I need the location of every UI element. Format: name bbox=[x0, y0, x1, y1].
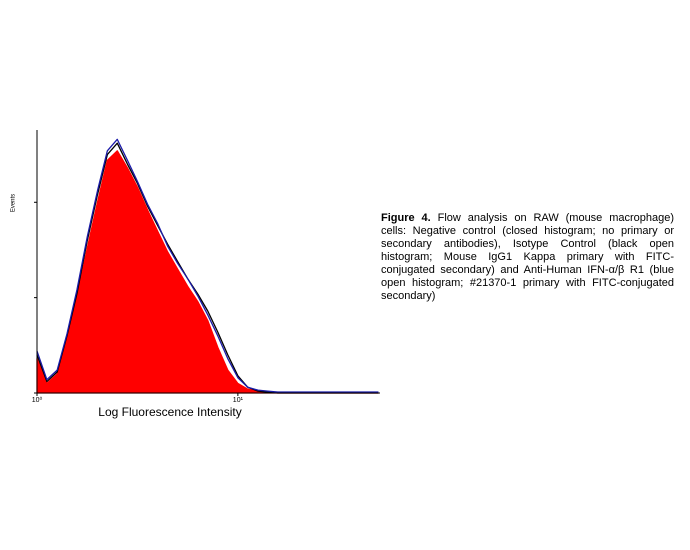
caption-label: Figure 4. bbox=[381, 212, 431, 224]
caption-text: Flow analysis on RAW (mouse macrophage) … bbox=[381, 212, 675, 302]
x-tick-label: 10⁰ bbox=[32, 396, 43, 404]
filled-histogram bbox=[36, 150, 380, 394]
x-tick-label: 10¹ bbox=[233, 397, 244, 404]
y-axis-label: Events bbox=[11, 194, 17, 212]
x-axis-label: Log Fluorescence Intensity bbox=[98, 405, 241, 419]
caption: Figure 4. Flow analysis on RAW (mouse ma… bbox=[381, 212, 674, 303]
histogram-line bbox=[36, 138, 379, 393]
